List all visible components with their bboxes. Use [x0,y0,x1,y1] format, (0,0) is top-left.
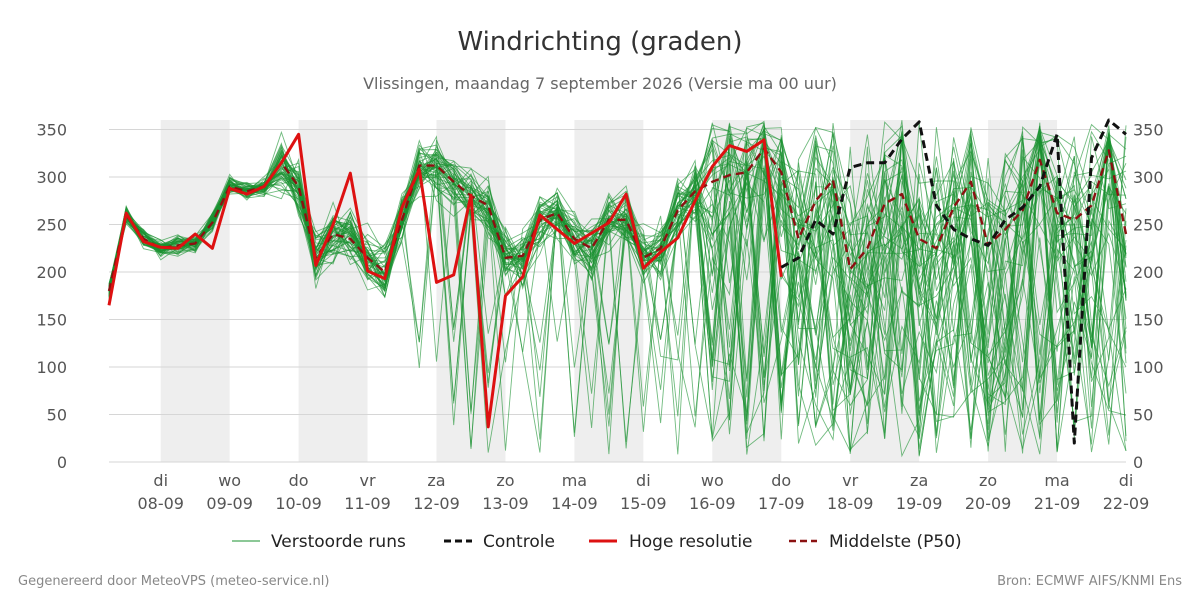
y-axis-right: 0 50 100 150 200 250 300 350 [1133,121,1164,473]
footer-source: Bron: ECMWF AIFS/KNMI Ens [997,574,1182,589]
y-tick-right-350: 350 [1133,121,1164,140]
x-tick-date: 15-09 [620,494,667,513]
main-series [107,118,1128,445]
x-tick-date: 10-09 [275,494,322,513]
x-tick-day: di [153,471,168,490]
y-tick-left-200: 200 [36,263,67,282]
x-tick-day: zo [979,471,997,490]
y-tick-right-250: 250 [1133,216,1164,235]
y-tick-right-0: 0 [1133,453,1143,472]
legend-label-controle: Controle [483,532,555,552]
shaded-day-0 [160,120,230,462]
y-tick-left-50: 50 [47,406,67,425]
ensemble-member-line [108,125,1127,439]
x-tick-day: za [910,471,928,490]
y-tick-right-150: 150 [1133,311,1164,330]
x-tick-date: 21-09 [1034,494,1081,513]
x-tick-day: di [1119,471,1134,490]
chart-title: Windrichting (graden) [457,27,742,57]
y-tick-left-150: 150 [36,311,67,330]
y-axis-left: 0 50 100 150 200 250 300 350 [36,121,67,473]
x-tick-day: wo [701,471,724,490]
x-tick-date: 08-09 [137,494,184,513]
ensemble-member-line [108,139,1127,453]
ensemble-member-line [108,122,1127,453]
x-tick-date: 16-09 [689,494,736,513]
legend-label-middelste: Middelste (P50) [829,532,962,552]
y-tick-left-100: 100 [36,358,67,377]
legend-label-hoge-resolutie: Hoge resolutie [629,532,753,552]
ensemble-member-line [108,130,1127,454]
legend-label-verstoorde-runs: Verstoorde runs [271,532,406,552]
y-tick-left-0: 0 [57,453,67,472]
series-hoge-resolutie [107,132,783,429]
ensemble-member-line [108,142,1127,449]
x-tick-date: 12-09 [413,494,460,513]
series-controle [780,118,1127,445]
x-tick-day: ma [562,471,587,490]
ensemble-member-line [108,133,1127,429]
y-tick-left-350: 350 [36,121,67,140]
x-tick-date: 09-09 [206,494,253,513]
y-tick-right-50: 50 [1133,406,1153,425]
x-tick-day: ma [1044,471,1069,490]
x-tick-date: 13-09 [482,494,529,513]
x-tick-date: 11-09 [344,494,391,513]
x-tick-date: 22-09 [1103,494,1150,513]
y-tick-left-300: 300 [36,168,67,187]
y-tick-right-200: 200 [1133,263,1164,282]
shaded-day-1 [298,120,368,462]
ensemble-member-line [108,136,1127,426]
x-axis: di 08-09 wo 09-09 do 10-09 vr 11-09 za 12-09 zo 13-… [137,471,1149,513]
x-tick-day: di [636,471,651,490]
x-tick-date: 17-09 [758,494,805,513]
x-tick-date: 18-09 [827,494,874,513]
x-tick-day: vr [842,471,858,490]
y-tick-right-300: 300 [1133,168,1164,187]
x-tick-day: do [771,471,791,490]
ensemble-member-line [108,135,1127,455]
x-tick-date: 20-09 [965,494,1012,513]
x-tick-date: 14-09 [551,494,598,513]
y-tick-right-100: 100 [1133,358,1164,377]
x-tick-day: do [289,471,309,490]
footer-generated-by: Gegenereerd door MeteoVPS (meteo-service… [18,574,329,589]
ensemble-member-line [108,141,1127,452]
y-tick-left-250: 250 [36,216,67,235]
legend: Verstoorde runs Controle Hoge resolutie … [232,532,962,552]
x-tick-date: 19-09 [896,494,943,513]
ensemble-member-line [108,120,1127,455]
chart-subtitle: Vlissingen, maandag 7 september 2026 (Ve… [363,74,837,93]
x-tick-day: wo [218,471,241,490]
x-tick-day: vr [360,471,376,490]
x-tick-day: zo [496,471,514,490]
x-tick-day: za [427,471,445,490]
